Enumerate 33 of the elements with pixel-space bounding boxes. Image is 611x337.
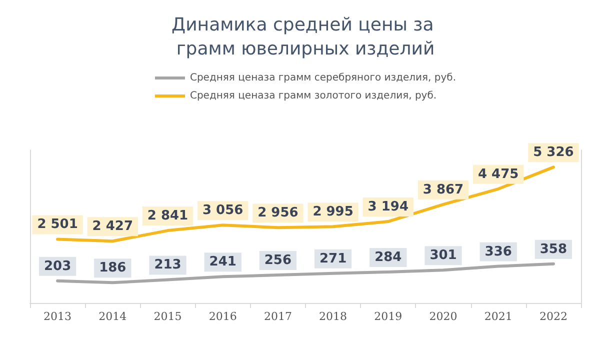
legend-label: Средняя ценаза грамм серебряного изделия, руб. xyxy=(190,72,456,84)
data-label: 284 xyxy=(374,250,402,265)
data-label: 301 xyxy=(430,248,457,264)
chart-title: Динамика средней цены за грамм ювелирных изделий xyxy=(172,14,440,60)
data-label: 336 xyxy=(484,244,512,260)
data-label: 256 xyxy=(264,253,292,268)
data-label: 2 841 xyxy=(147,208,188,224)
legend-label: Средняя ценаза грамм золотого изделия, руб. xyxy=(190,90,437,102)
x-tick-label: 2015 xyxy=(154,310,182,323)
x-tick-label: 2018 xyxy=(319,310,348,323)
x-tick-label: 2016 xyxy=(208,310,237,323)
data-label: 2 995 xyxy=(312,204,354,220)
x-tick-label: 2020 xyxy=(429,310,458,323)
data-label: 2 501 xyxy=(37,217,78,232)
data-label: 186 xyxy=(99,260,126,276)
data-label: 213 xyxy=(154,258,182,273)
x-tick-label: 2021 xyxy=(484,310,512,323)
data-label: 3 056 xyxy=(202,203,244,218)
data-label: 241 xyxy=(209,254,236,270)
data-label: 203 xyxy=(44,258,72,274)
data-label: 271 xyxy=(319,251,347,266)
data-label: 5 326 xyxy=(533,145,574,160)
data-label: 2 427 xyxy=(92,219,134,234)
data-label: 3 867 xyxy=(422,182,464,198)
data-label: 3 194 xyxy=(368,200,409,215)
x-tick-label: 2014 xyxy=(98,310,127,323)
data-label: 2 956 xyxy=(258,206,298,221)
x-tick-label: 2019 xyxy=(374,310,402,323)
x-tick-label: 2022 xyxy=(539,310,568,323)
data-label: 4 475 xyxy=(478,166,519,182)
x-tick-label: 2013 xyxy=(44,310,72,323)
data-label: 358 xyxy=(540,242,568,257)
x-tick-label: 2017 xyxy=(264,310,292,323)
